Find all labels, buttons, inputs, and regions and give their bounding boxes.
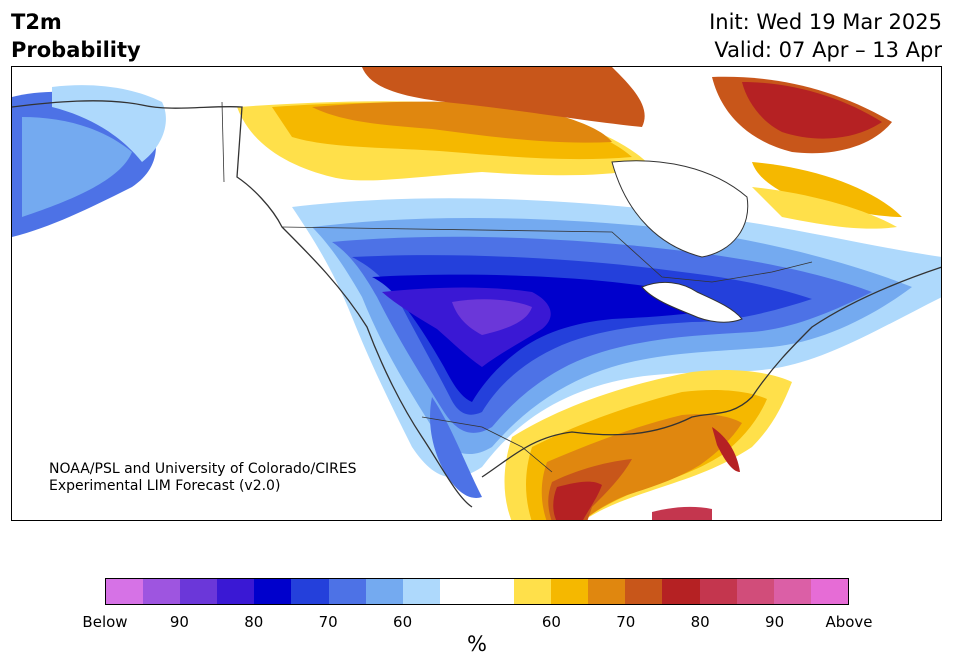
colorbar-segment (773, 579, 811, 604)
greenland-core-region (742, 82, 882, 139)
us-canada-border (281, 226, 813, 283)
init-date: Init: Wed 19 Mar 2025 (709, 10, 942, 34)
cuba-above (652, 506, 712, 520)
colorbar-segment (662, 579, 700, 604)
colorbar-segment (736, 579, 774, 604)
colorbar-tick-label: 80 (690, 613, 710, 631)
colorbar-segment (143, 579, 181, 604)
colorbar-segment (180, 579, 218, 604)
florida-above (712, 427, 740, 472)
colorbar-tick-label: 90 (169, 613, 189, 631)
colorbar-segment (699, 579, 737, 604)
us-below-max (452, 299, 532, 335)
colorbar-tick-label: 60 (541, 613, 561, 631)
colorbar-segment (514, 579, 552, 604)
colorbar-segment (588, 579, 626, 604)
colorbar-segment (254, 579, 292, 604)
colorbar-tick-label: Below (82, 613, 128, 631)
forecast-dates: Init: Wed 19 Mar 2025 Valid: 07 Apr – 13… (709, 8, 942, 64)
map-svg (12, 67, 941, 520)
colorbar-segment (106, 579, 144, 604)
forecast-map (11, 66, 942, 521)
colorbar-segment (551, 579, 589, 604)
colorbar-segment (476, 579, 515, 604)
great-lakes (641, 281, 743, 323)
colorbar-segment (810, 579, 848, 604)
mexico-below-region (430, 397, 482, 498)
title-line-2: Probability (11, 38, 141, 62)
colorbar-segment (365, 579, 403, 604)
valid-range: Valid: 07 Apr – 13 Apr (714, 38, 942, 62)
alaska-midblue-region (22, 117, 132, 217)
title-line-1: T2m (11, 10, 62, 34)
credit-line-1: NOAA/PSL and University of Colorado/CIRE… (49, 461, 357, 477)
colorbar-segment (625, 579, 663, 604)
us-mexico-border (421, 416, 553, 473)
colorbar-tick-label: 90 (765, 613, 785, 631)
arctic-islands-region (362, 67, 645, 127)
colorbar-segment (402, 579, 440, 604)
hudson-bay (611, 160, 749, 258)
colorbar (105, 578, 849, 605)
chart-title: T2m Probability (11, 8, 141, 64)
colorbar-segment (291, 579, 329, 604)
credit-text: NOAA/PSL and University of Colorado/CIRE… (49, 461, 357, 495)
quebec-above-region (752, 162, 902, 217)
quebec-above-edge (752, 187, 897, 229)
alaska-border (221, 101, 225, 183)
credit-line-2: Experimental LIM Forecast (v2.0) (49, 478, 281, 494)
colorbar-segment (328, 579, 366, 604)
colorbar-tick-label: Above (825, 613, 873, 631)
texas-above-peak (553, 481, 602, 520)
colorbar-tick-label: 60 (393, 613, 413, 631)
colorbar-segment (439, 579, 477, 604)
colorbar-tick-label: 70 (616, 613, 636, 631)
colorbar-tick-label: 80 (244, 613, 264, 631)
colorbar-segment (217, 579, 255, 604)
colorbar-unit: % (467, 632, 487, 656)
colorbar-tick-label: 70 (318, 613, 338, 631)
